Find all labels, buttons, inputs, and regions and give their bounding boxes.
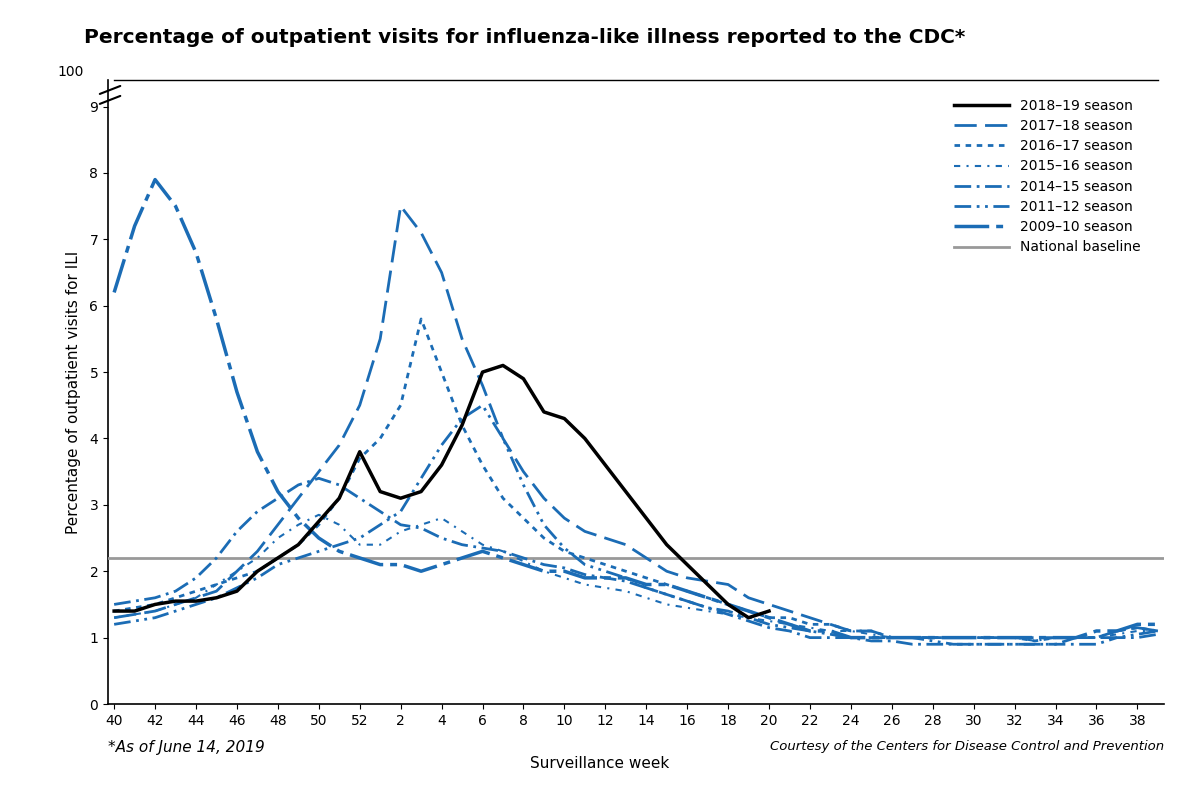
Text: *As of June 14, 2019: *As of June 14, 2019 [108, 740, 265, 755]
Text: 100: 100 [58, 65, 84, 78]
Legend: 2018–19 season, 2017–18 season, 2016–17 season, 2015–16 season, 2014–15 season, : 2018–19 season, 2017–18 season, 2016–17 … [948, 93, 1146, 260]
Text: Percentage of outpatient visits for influenza-like illness reported to the CDC*: Percentage of outpatient visits for infl… [84, 28, 965, 47]
Y-axis label: Percentage of outpatient visits for ILI: Percentage of outpatient visits for ILI [66, 250, 82, 534]
Text: Courtesy of the Centers for Disease Control and Prevention: Courtesy of the Centers for Disease Cont… [770, 740, 1164, 753]
Text: Surveillance week: Surveillance week [530, 756, 670, 771]
